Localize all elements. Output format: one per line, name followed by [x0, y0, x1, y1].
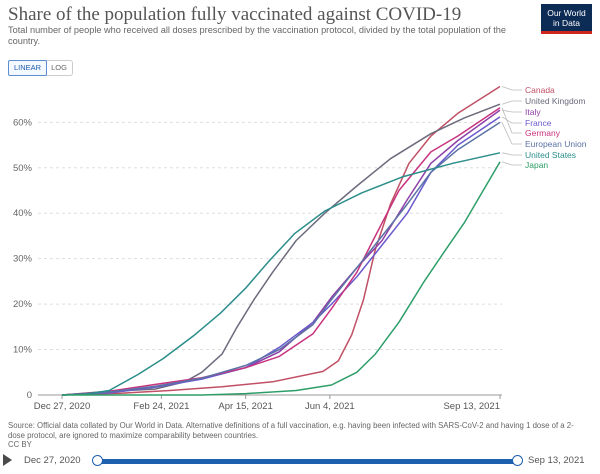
- series-line-united-states: [61, 152, 501, 396]
- license-note: CC BY: [8, 440, 32, 449]
- y-tick-label: 30%: [13, 254, 33, 265]
- series-line-italy: [61, 109, 501, 396]
- series-label: Japan: [525, 160, 548, 170]
- source-note: Source: Official data collated by Our Wo…: [8, 421, 574, 440]
- series-label: France: [525, 118, 552, 128]
- x-tick-label: Sep 13, 2021: [443, 401, 500, 412]
- y-tick-label: 10%: [13, 345, 33, 356]
- y-axis: 0 10% 20% 30% 40% 50% 60%: [13, 117, 33, 401]
- series-label: Canada: [525, 85, 555, 95]
- timeline-end-label: Sep 13, 2021: [528, 455, 585, 466]
- label-connector: [501, 161, 522, 166]
- series-line-france: [61, 116, 501, 396]
- series-label: Germany: [525, 128, 561, 138]
- y-tick-label: 50%: [13, 163, 33, 174]
- chart-footer: Source: Official data collated by Our Wo…: [8, 421, 583, 450]
- series-line-germany: [61, 107, 501, 396]
- linear-scale-button[interactable]: LINEAR: [8, 60, 48, 76]
- owid-logo[interactable]: Our World in Data: [541, 4, 592, 34]
- y-tick-label: 0: [27, 390, 32, 401]
- label-connector: [501, 109, 522, 113]
- label-connector: [501, 100, 522, 105]
- timeline-track[interactable]: [98, 459, 518, 464]
- y-tick-label: 20%: [13, 299, 33, 310]
- logo-line-1: Our World: [547, 8, 586, 18]
- y-tick-label: 40%: [13, 208, 33, 219]
- x-axis: Dec 27, 2020 Feb 24, 2021 Apr 15, 2021 Jun …: [34, 395, 501, 412]
- play-icon[interactable]: [3, 454, 12, 466]
- label-connector: [501, 116, 522, 124]
- series-line-canada: [61, 85, 501, 396]
- y-tick-label: 60%: [13, 117, 33, 128]
- chart-title: Share of the population fully vaccinated…: [8, 4, 462, 25]
- series-label: United States: [525, 150, 576, 160]
- series-label: European Union: [525, 139, 587, 149]
- logo-line-2: in Data: [553, 18, 580, 28]
- x-tick-label: Jun 4, 2021: [305, 401, 355, 412]
- series-line-european-union: [61, 121, 501, 396]
- label-connector: [501, 86, 522, 91]
- x-tick-label: Dec 27, 2020: [34, 401, 91, 412]
- label-connector: [501, 107, 522, 134]
- logo-accent-bar: [541, 31, 592, 34]
- label-connector: [501, 122, 522, 145]
- scale-toggle: LINEAR LOG: [8, 60, 73, 76]
- x-tick-label: Feb 24, 2021: [133, 401, 189, 412]
- timeline-end-handle[interactable]: [512, 455, 523, 466]
- x-tick-label: Apr 15, 2021: [218, 401, 272, 412]
- series-lines: [61, 85, 501, 396]
- timeline-start-label: Dec 27, 2020: [24, 455, 81, 466]
- chart-subtitle: Total number of people who received all …: [8, 25, 506, 46]
- timeline-slider: Dec 27, 2020 Sep 13, 2021: [0, 451, 600, 474]
- series-line-united-kingdom: [61, 103, 501, 396]
- timeline-start-handle[interactable]: [92, 455, 103, 466]
- series-line-japan: [62, 161, 501, 396]
- series-label: Italy: [525, 107, 541, 117]
- label-connector: [501, 152, 522, 156]
- series-label: United Kingdom: [525, 96, 585, 106]
- log-scale-button[interactable]: LOG: [51, 63, 67, 72]
